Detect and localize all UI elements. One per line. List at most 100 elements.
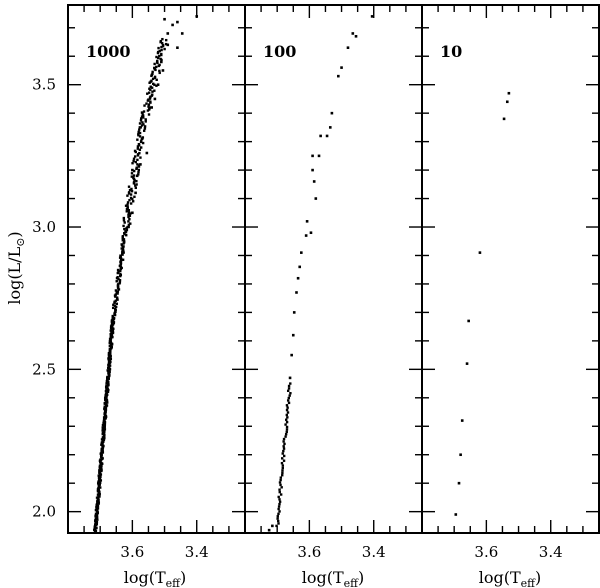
- data-point: [292, 311, 296, 314]
- data-point: [282, 459, 286, 462]
- data-point: [99, 479, 103, 482]
- data-point: [160, 48, 163, 52]
- data-point: [138, 148, 142, 151]
- data-point: [289, 382, 292, 385]
- data-point: [120, 243, 123, 246]
- data-point: [151, 77, 155, 81]
- data-point: [121, 252, 124, 255]
- data-point: [123, 221, 126, 224]
- data-point: [147, 113, 151, 116]
- data-point: [119, 254, 122, 257]
- data-point: [127, 191, 131, 194]
- data-point: [295, 291, 298, 294]
- data-point: [138, 122, 142, 125]
- data-point: [278, 488, 281, 491]
- data-point: [136, 163, 139, 166]
- data-point: [281, 471, 284, 475]
- data-point: [107, 356, 111, 359]
- data-point: [282, 437, 286, 441]
- data-point: [289, 392, 292, 395]
- data-point: [285, 413, 289, 417]
- data-point: [136, 158, 139, 162]
- data-point: [454, 513, 458, 516]
- data-point: [156, 50, 160, 54]
- data-point: [478, 251, 482, 254]
- panel-label: 100: [263, 42, 296, 61]
- data-point: [139, 156, 142, 159]
- y-axis-title-main: log(L/L: [5, 246, 24, 304]
- data-point: [281, 464, 285, 467]
- data-point: [144, 118, 147, 121]
- data-point: [134, 160, 137, 164]
- data-point: [146, 92, 149, 95]
- data-point: [278, 510, 281, 513]
- data-point: [278, 490, 281, 494]
- data-point: [284, 423, 287, 426]
- data-point: [125, 234, 128, 237]
- data-point: [149, 85, 152, 88]
- data-point: [159, 57, 162, 61]
- data-point: [138, 128, 141, 131]
- data-point: [121, 258, 125, 261]
- data-point: [286, 399, 290, 402]
- data-point: [286, 389, 290, 393]
- data-point: [282, 454, 286, 458]
- data-point: [153, 97, 157, 101]
- data-point: [279, 493, 283, 496]
- data-point: [137, 132, 140, 136]
- data-point: [164, 42, 168, 46]
- data-point: [140, 124, 144, 127]
- data-point: [156, 56, 160, 60]
- data-point: [95, 526, 98, 530]
- data-point: [160, 52, 163, 56]
- data-point: [285, 425, 289, 429]
- data-point: [276, 515, 279, 518]
- data-point: [155, 78, 158, 82]
- data-points: [454, 91, 511, 516]
- data-point: [161, 37, 164, 41]
- data-point: [138, 151, 141, 155]
- data-point: [119, 269, 122, 273]
- data-point: [164, 38, 168, 42]
- data-point: [144, 120, 147, 123]
- data-point: [118, 281, 122, 284]
- data-point: [158, 63, 161, 67]
- data-point: [163, 17, 166, 21]
- data-point: [156, 59, 159, 63]
- data-point: [127, 225, 130, 229]
- data-point: [109, 357, 113, 361]
- y-tick-label: 3.0: [32, 218, 56, 236]
- data-point: [107, 382, 110, 386]
- x-axis-title-panel-2: log(Teff): [302, 568, 364, 588]
- data-point: [158, 71, 161, 75]
- data-point: [99, 458, 102, 461]
- data-point: [287, 387, 291, 390]
- data-point: [106, 375, 109, 379]
- data-point: [135, 179, 138, 183]
- data-point: [145, 102, 148, 105]
- data-point: [309, 231, 313, 235]
- data-point: [114, 289, 118, 292]
- data-point: [122, 216, 126, 220]
- data-point: [113, 307, 117, 311]
- x-axis-title-main: log(T: [124, 568, 166, 587]
- y-tick-label: 2.5: [32, 360, 56, 378]
- panel-label: 1000: [86, 42, 131, 61]
- data-point: [142, 116, 145, 119]
- data-point: [128, 188, 132, 192]
- data-point: [296, 276, 300, 280]
- data-point: [277, 507, 280, 511]
- data-point: [149, 95, 152, 98]
- data-point: [281, 469, 284, 472]
- data-point: [150, 106, 153, 109]
- data-point: [159, 39, 163, 43]
- data-point: [277, 522, 280, 525]
- panel-2: 3.6 3.4 100: [244, 4, 423, 561]
- data-point: [314, 197, 318, 200]
- data-point: [276, 517, 279, 520]
- x-axis-title-sub: eff: [521, 577, 537, 588]
- data-point: [116, 290, 120, 293]
- data-point: [171, 23, 174, 27]
- data-point: [133, 169, 136, 173]
- data-point: [151, 90, 154, 93]
